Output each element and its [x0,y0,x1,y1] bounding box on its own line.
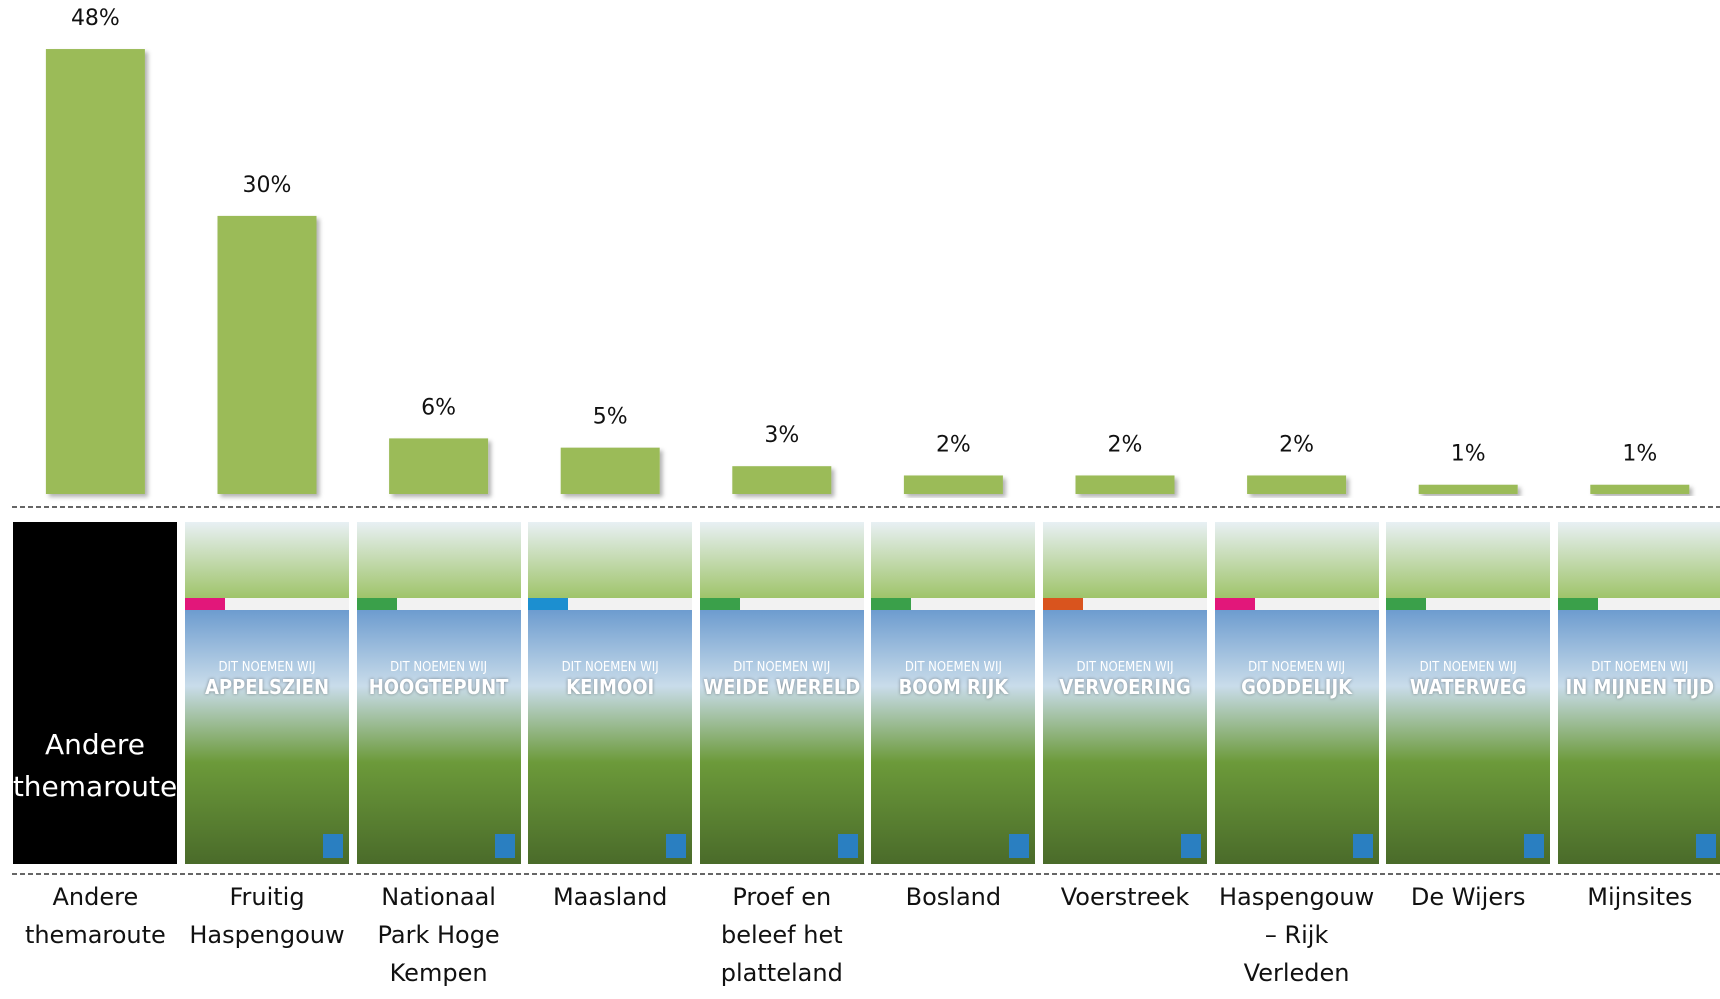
poster-logo [1181,834,1201,858]
poster-intro: DIT NOEMEN WIJ [561,660,659,675]
category-label: Maasland [552,883,668,911]
value-label: 1% [1451,442,1486,467]
poster-intro: DIT NOEMEN WIJ [1591,660,1689,675]
poster-strip [1386,598,1551,610]
category-label: Andere themaroute [24,883,166,949]
placeholder-label: Andere themaroute [13,728,177,803]
poster: DIT NOEMEN WIJ GODDELIJK [1214,522,1379,864]
poster-headline: APPELSZIEN [204,675,330,699]
poster: DIT NOEMEN WIJ BOOM RIJK [871,522,1036,864]
poster-logo [837,834,858,858]
poster-photo: DIT NOEMEN WIJ APPELSZIEN [185,610,349,864]
category-label: Haspengouw – Rijk Verleden [1218,883,1375,987]
poster-logo [494,834,515,858]
bar [1075,475,1175,494]
poster-logo [666,834,687,858]
poster: DIT NOEMEN WIJ HOOGTEPUNT [356,522,521,864]
bar [560,447,660,494]
poster-headline: WEIDE WERELD [703,675,861,699]
poster-photo-top [699,522,864,598]
poster-headline: KEIMOOI [566,675,655,699]
category-label: De Wijers [1410,883,1526,911]
value-label: 3% [764,423,799,448]
poster-headline: VERVOERING [1059,675,1191,699]
value-label: 1% [1622,442,1657,467]
category-label: Proef en beleef het platteland [720,883,843,987]
bar [1590,484,1690,494]
poster-logo [1524,834,1545,858]
value-label: 2% [1279,432,1314,457]
poster-headline: HOOGTEPUNT [368,675,509,699]
bar [903,475,1003,494]
poster: DIT NOEMEN WIJ IN MIJNEN TIJD [1557,522,1720,864]
poster-intro: DIT NOEMEN WIJ [1419,660,1517,675]
bar [217,215,317,494]
bar [389,438,489,494]
value-label: 48% [71,6,120,31]
poster-photo: DIT NOEMEN WIJ GODDELIJK [1214,610,1379,864]
bar [1418,484,1518,494]
poster-logo [1009,834,1030,858]
poster-photo-top [528,522,693,598]
value-label: 2% [1108,432,1143,457]
poster-strip [1557,598,1720,610]
placeholder-box: Andere themaroute [13,522,177,864]
poster-photo-top [1043,522,1207,598]
poster-logo [1352,834,1373,858]
bar [1247,475,1347,494]
poster-intro: DIT NOEMEN WIJ [390,660,488,675]
poster: DIT NOEMEN WIJ WEIDE WERELD [699,522,864,864]
poster-intro: DIT NOEMEN WIJ [218,660,316,675]
poster-strip [1043,598,1207,610]
poster: DIT NOEMEN WIJ APPELSZIEN [185,522,349,864]
value-label: 2% [936,432,971,457]
category-label: Bosland [905,883,1002,911]
poster-photo: DIT NOEMEN WIJ WATERWEG [1386,610,1551,864]
poster-photo: DIT NOEMEN WIJ VERVOERING [1043,610,1207,864]
poster-strip [1214,598,1379,610]
poster-photo-top [356,522,521,598]
poster: DIT NOEMEN WIJ VERVOERING [1043,522,1207,864]
poster-photo-top [1386,522,1551,598]
poster-intro: DIT NOEMEN WIJ [1076,660,1174,675]
poster-photo-top [871,522,1036,598]
value-label: 6% [421,395,456,420]
poster-strip [356,598,521,610]
poster-strip [528,598,693,610]
poster: DIT NOEMEN WIJ KEIMOOI [528,522,693,864]
poster-headline: IN MIJNEN TIJD [1565,675,1715,699]
category-label: Voerstreek [1060,883,1190,911]
poster-logo [323,834,343,858]
poster-strip [699,598,864,610]
poster-photo-top [1557,522,1720,598]
value-label: 30% [243,173,292,198]
poster-intro: DIT NOEMEN WIJ [904,660,1002,675]
value-label: 5% [593,405,628,430]
poster-intro: DIT NOEMEN WIJ [1248,660,1346,675]
poster-headline: GODDELIJK [1241,675,1353,699]
poster-photo: DIT NOEMEN WIJ WEIDE WERELD [699,610,864,864]
poster-logo [1695,834,1716,858]
poster: DIT NOEMEN WIJ WATERWEG [1386,522,1551,864]
category-label: Mijnsites [1587,883,1693,911]
poster-photo: DIT NOEMEN WIJ KEIMOOI [528,610,693,864]
poster-strip [871,598,1036,610]
poster-intro: DIT NOEMEN WIJ [733,660,831,675]
poster-headline: WATERWEG [1409,675,1527,699]
poster-photo: DIT NOEMEN WIJ BOOM RIJK [871,610,1036,864]
poster-photo: DIT NOEMEN WIJ IN MIJNEN TIJD [1557,610,1720,864]
poster-strip [185,598,349,610]
poster-headline: BOOM RIJK [898,675,1009,699]
category-label: Fruitig Haspengouw [189,883,345,949]
category-label: Nationaal Park Hoge Kempen [377,883,500,987]
poster-photo: DIT NOEMEN WIJ HOOGTEPUNT [356,610,521,864]
bar [45,49,145,494]
poster-photo-top [1214,522,1379,598]
bar [732,466,832,494]
poster-photo-top [185,522,349,598]
